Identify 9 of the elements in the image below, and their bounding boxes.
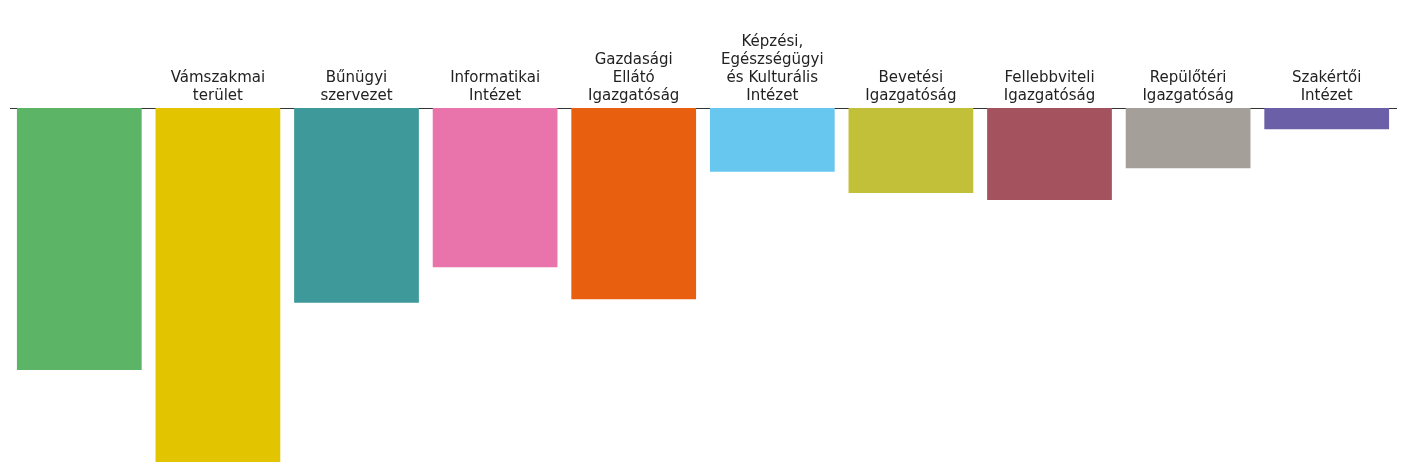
x-tick-label: Képzési, Egészségügyi és Kulturális Intézet (721, 31, 824, 104)
x-tick-label: Gazdasági Ellátó Igazgatóság (588, 49, 680, 104)
x-tick-label: Bevetési Igazgatóság (865, 67, 957, 104)
x-tick-label: Informatikai Intézet (450, 67, 541, 104)
x-tick-label: Bűnügyi szervezet (320, 67, 393, 104)
x-tick-label: Szakértői Intézet (1292, 67, 1362, 104)
x-tick-label: Repülőtéri Igazgatóság (1142, 67, 1234, 104)
x-tick-label: Fellebbviteli Igazgatóság (1003, 67, 1096, 104)
x-tick-label: Vámszakmai terület (170, 67, 266, 104)
